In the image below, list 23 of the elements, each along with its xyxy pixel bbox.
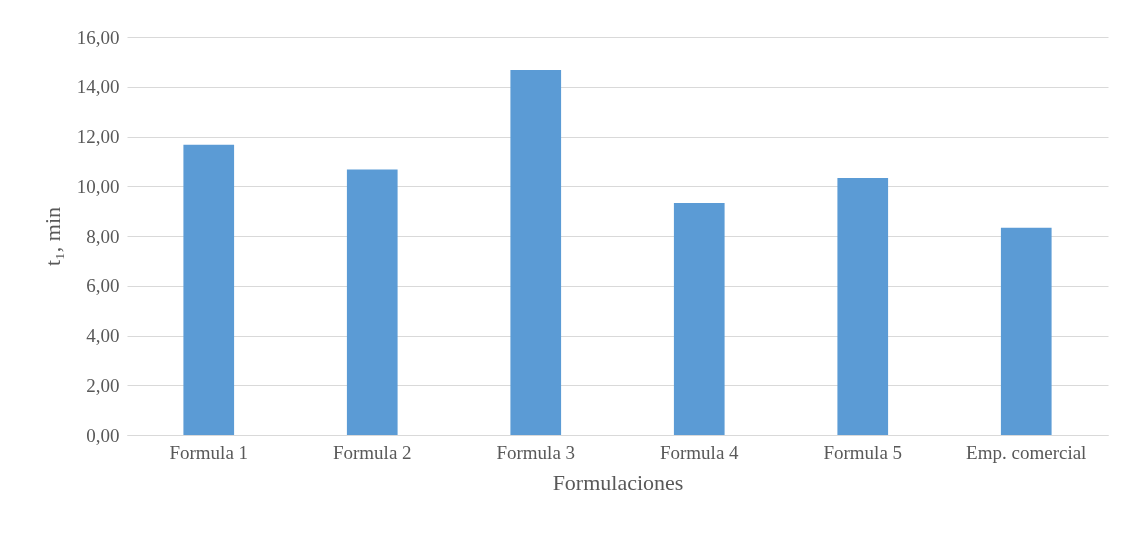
bar [346, 169, 398, 435]
x-tick-label: Emp. comercial [966, 441, 1087, 463]
y-tick-label: 0,00 [86, 424, 120, 446]
y-tick-label: 8,00 [86, 225, 120, 247]
bar [183, 144, 235, 435]
x-tick-label: Formula 1 [169, 441, 249, 463]
x-axis-title: Formulaciones [552, 469, 684, 495]
y-tick-label: 6,00 [86, 275, 120, 297]
x-tick-label: Formula 5 [823, 441, 903, 463]
x-tick-label: Formula 3 [496, 441, 576, 463]
x-tick-label: Formula 4 [659, 441, 740, 463]
y-axis-title: t₁, min [39, 206, 65, 267]
y-tick-label: 14,00 [76, 76, 120, 98]
bar [1000, 227, 1052, 435]
y-tick-label: 2,00 [86, 374, 120, 396]
y-tick-label: 10,00 [76, 175, 120, 197]
y-tick-label: 12,00 [76, 126, 120, 147]
bar [510, 70, 562, 435]
y-tick-label: 4,00 [86, 325, 120, 346]
bar [673, 202, 725, 435]
bar [837, 178, 889, 435]
x-tick-label: Formula 2 [332, 441, 412, 463]
y-tick-label: 16,00 [76, 26, 120, 48]
